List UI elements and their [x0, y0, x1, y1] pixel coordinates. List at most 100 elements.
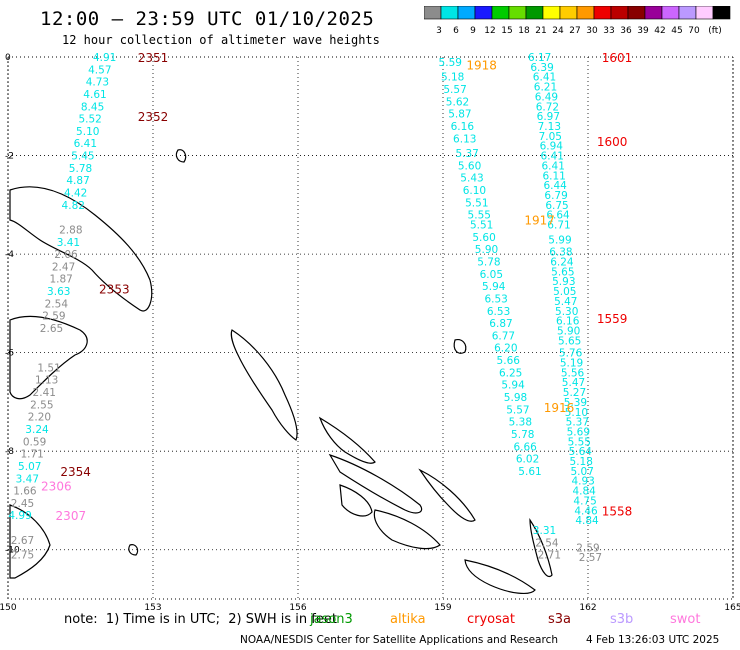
wave-height-value: 4.82	[62, 200, 85, 212]
wave-height-value: 1.87	[49, 274, 72, 286]
scale-label: 12	[484, 26, 495, 36]
legend-jason3: jason3	[310, 612, 353, 627]
wave-height-value: 5.51	[465, 197, 488, 209]
scale-label: 39	[637, 26, 649, 36]
makira-island	[464, 559, 536, 595]
plot-frame	[7, 56, 734, 600]
pass-time: 1600	[597, 135, 628, 149]
legend-s3b: s3b	[610, 612, 634, 627]
wave-height-value: 1.71	[20, 449, 43, 461]
wave-height-value: 5.47	[562, 377, 585, 389]
pass-time: 2353	[99, 283, 130, 297]
ontong-java	[453, 339, 467, 354]
wave-height-value: 5.37	[455, 148, 478, 160]
y-tick-label: -8	[5, 447, 14, 457]
wave-height-value: 4.46	[574, 505, 598, 517]
wave-height-value: 5.90	[557, 325, 580, 337]
y-tick-label: -4	[5, 250, 14, 260]
wave-height-value: 8.45	[81, 101, 104, 113]
wave-height-value: 5.10	[565, 407, 588, 419]
wave-height-value: 6.79	[544, 190, 567, 202]
pass-time: 1558	[602, 504, 633, 518]
wave-height-value: 6.53	[484, 293, 507, 305]
wave-height-value: 2.20	[28, 412, 51, 424]
scale-label: 9	[470, 26, 476, 36]
wave-height-value: 6.02	[516, 454, 539, 466]
wave-height-value: 6.11	[542, 170, 565, 182]
wave-height-value: 5.18	[441, 72, 464, 84]
guadalcanal-island	[373, 509, 441, 550]
wave-height-value: 4.73	[86, 77, 109, 89]
wave-height-value: 5.93	[552, 276, 575, 288]
wave-height-value: 6.75	[545, 200, 568, 212]
wave-height-marks: 4.914.574.734.618.455.525.106.415.455.78…	[8, 52, 602, 564]
pass-time: 2352	[138, 110, 169, 124]
timestamp: 4 Feb 13:26:03 UTC 2025	[586, 634, 720, 646]
pass-time: 2307	[56, 509, 87, 523]
wave-height-value: 2.45	[11, 498, 34, 510]
scale-label: 3	[436, 26, 442, 36]
wave-height-value: 5.59	[439, 57, 462, 69]
y-tick-label: 0	[5, 53, 11, 63]
wave-height-value: 2.88	[59, 224, 82, 236]
wave-height-value: 4.91	[93, 52, 116, 64]
footer-note: note: 1) Time is in UTC; 2) SWH is in fe…	[64, 612, 337, 627]
wave-height-value: 5.07	[18, 461, 41, 473]
pass-time: 1559	[597, 312, 628, 326]
wave-height-value: 1.13	[35, 375, 58, 387]
wave-height-value: 4.84	[572, 486, 596, 498]
wave-height-value: 6.25	[499, 367, 522, 379]
legend-altika: altika	[390, 612, 426, 627]
wave-height-value: 5.19	[560, 357, 583, 369]
wave-height-value: 2.67	[11, 535, 34, 547]
wave-height-value: 5.94	[482, 281, 506, 293]
wave-height-value: 5.99	[548, 234, 571, 246]
wave-height-value: 5.51	[470, 220, 493, 232]
wave-height-value: 5.66	[497, 355, 521, 367]
wave-height-value: 2.59	[42, 311, 65, 323]
wave-height-value: 5.78	[511, 429, 534, 441]
wave-height-value: 2.65	[40, 323, 63, 335]
wave-height-value: 5.94	[501, 380, 525, 392]
wave-height-value: 2.41	[33, 387, 56, 399]
wave-height-value: 2.71	[538, 550, 561, 562]
scale-swatch	[712, 6, 731, 20]
wave-height-value: 4.93	[571, 476, 594, 488]
y-tick-label: -6	[5, 349, 14, 359]
wave-height-value: 6.39	[530, 62, 553, 74]
wave-height-value: 6.21	[534, 82, 557, 94]
wave-height-value: 5.18	[570, 456, 593, 468]
wave-height-value: 5.60	[458, 160, 481, 172]
wave-height-value: 0.59	[23, 436, 46, 448]
wave-height-value: 6.66	[513, 441, 537, 453]
x-tick-label: 165	[724, 603, 740, 612]
choiseul-island	[318, 416, 376, 464]
wave-height-value: 6.38	[549, 247, 572, 259]
new-britain-coast	[9, 186, 153, 312]
wave-height-value: 3.47	[16, 473, 39, 485]
wave-height-value: 5.55	[568, 436, 591, 448]
pass-time: 2306	[41, 480, 72, 494]
wave-height-value: 4.57	[88, 64, 111, 76]
scale-label: (ft)	[708, 26, 722, 36]
wave-height-value: 5.78	[69, 163, 92, 175]
wave-height-value: 6.77	[492, 330, 515, 342]
wave-height-value: 6.41	[542, 160, 565, 172]
pass-time: 1601	[602, 51, 633, 65]
wave-height-value: 1.66	[13, 486, 37, 498]
wave-height-value: 5.45	[71, 151, 94, 163]
wave-height-value: 6.13	[453, 133, 476, 145]
wave-height-value: 5.55	[468, 210, 491, 222]
wave-height-value: 6.87	[489, 318, 512, 330]
wave-height-value: 2.57	[579, 552, 602, 564]
wave-height-value: 5.43	[460, 173, 483, 185]
axis-ticks: 150 153 156 159 162 165 0 -2 -4 -6 -8 -10	[0, 53, 740, 612]
wave-height-value: 6.20	[494, 343, 517, 355]
wave-height-value: 5.47	[554, 296, 577, 308]
wave-height-value: 5.30	[555, 306, 578, 318]
wave-height-value: 5.69	[567, 426, 590, 438]
wave-height-value: 6.64	[546, 210, 570, 222]
wave-height-value: 7.05	[539, 131, 562, 143]
